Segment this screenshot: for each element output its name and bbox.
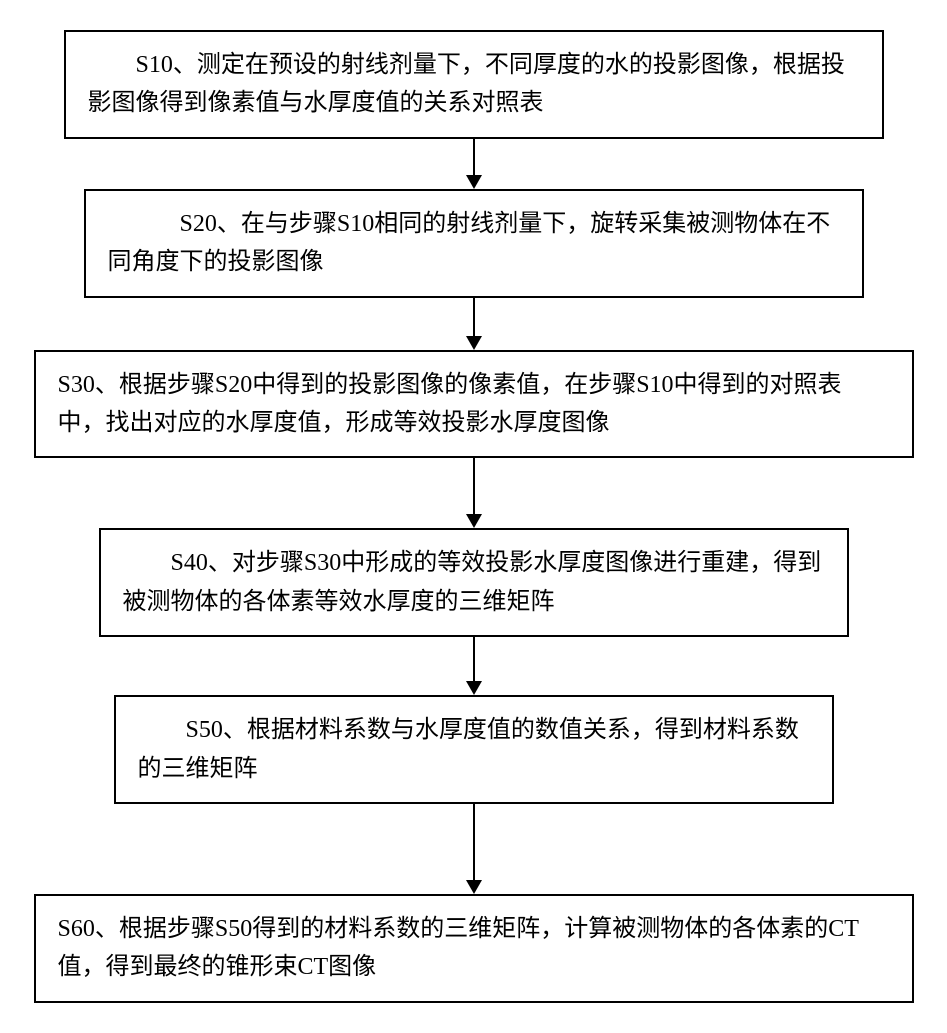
arrow-icon <box>466 637 482 695</box>
flow-step-text: S30、根据步骤S20中得到的投影图像的像素值，在步骤S10中得到的对照表中，找… <box>58 366 890 443</box>
arrow-icon <box>466 458 482 528</box>
flow-step-text: S20、在与步骤S10相同的射线剂量下，旋转采集被测物体在不同角度下的投影图像 <box>108 205 840 282</box>
flow-step-s20: S20、在与步骤S10相同的射线剂量下，旋转采集被测物体在不同角度下的投影图像 <box>84 189 864 298</box>
arrow-icon <box>466 139 482 189</box>
flow-step-s10: S10、测定在预设的射线剂量下，不同厚度的水的投影图像，根据投影图像得到像素值与… <box>64 30 884 139</box>
arrow-icon <box>466 298 482 350</box>
flow-step-text: S50、根据材料系数与水厚度值的数值关系，得到材料系数的三维矩阵 <box>138 711 810 788</box>
flow-step-text: S10、测定在预设的射线剂量下，不同厚度的水的投影图像，根据投影图像得到像素值与… <box>88 46 860 123</box>
flow-step-text: S60、根据步骤S50得到的材料系数的三维矩阵，计算被测物体的各体素的CT值，得… <box>58 910 890 987</box>
flow-step-s40: S40、对步骤S30中形成的等效投影水厚度图像进行重建，得到被测物体的各体素等效… <box>99 528 849 637</box>
arrow-icon <box>466 804 482 894</box>
flow-step-s60: S60、根据步骤S50得到的材料系数的三维矩阵，计算被测物体的各体素的CT值，得… <box>34 894 914 1003</box>
flow-step-text: S40、对步骤S30中形成的等效投影水厚度图像进行重建，得到被测物体的各体素等效… <box>123 544 825 621</box>
flow-step-s30: S30、根据步骤S20中得到的投影图像的像素值，在步骤S10中得到的对照表中，找… <box>34 350 914 459</box>
flowchart: S10、测定在预设的射线剂量下，不同厚度的水的投影图像，根据投影图像得到像素值与… <box>24 30 924 1003</box>
flow-step-s50: S50、根据材料系数与水厚度值的数值关系，得到材料系数的三维矩阵 <box>114 695 834 804</box>
